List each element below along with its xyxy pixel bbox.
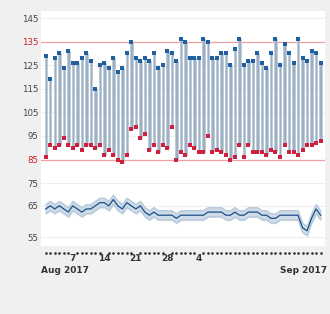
- Bar: [144, 58, 146, 133]
- Text: 14: 14: [98, 254, 111, 263]
- Bar: [234, 49, 236, 157]
- Bar: [76, 63, 79, 145]
- Bar: [301, 58, 304, 150]
- Bar: [229, 65, 232, 160]
- Bar: [292, 63, 295, 153]
- Bar: [202, 39, 205, 153]
- Bar: [162, 65, 164, 145]
- Bar: [81, 58, 83, 150]
- Bar: [261, 63, 263, 153]
- Bar: [256, 53, 259, 153]
- Bar: [265, 68, 268, 155]
- Bar: [171, 53, 173, 127]
- Bar: [103, 63, 106, 155]
- Bar: [297, 39, 299, 155]
- Bar: [72, 63, 74, 148]
- Bar: [198, 58, 200, 153]
- Bar: [85, 53, 87, 145]
- Text: 7: 7: [70, 254, 76, 263]
- Bar: [135, 58, 137, 127]
- Bar: [112, 58, 115, 155]
- Bar: [319, 63, 322, 141]
- Bar: [283, 44, 286, 145]
- Bar: [89, 61, 92, 145]
- Bar: [315, 53, 317, 143]
- Bar: [288, 53, 290, 153]
- Bar: [49, 79, 51, 145]
- Bar: [126, 53, 128, 155]
- Bar: [153, 53, 155, 145]
- Bar: [274, 39, 277, 153]
- Bar: [116, 72, 119, 160]
- Bar: [53, 58, 56, 148]
- Bar: [216, 58, 218, 150]
- Bar: [220, 53, 223, 153]
- Bar: [67, 51, 70, 145]
- Bar: [108, 68, 110, 150]
- Bar: [225, 53, 227, 155]
- Bar: [247, 61, 250, 145]
- Bar: [243, 65, 245, 157]
- Bar: [189, 58, 191, 145]
- Bar: [58, 53, 60, 145]
- Text: Sep 2017: Sep 2017: [280, 266, 327, 275]
- Bar: [184, 42, 187, 155]
- Bar: [175, 61, 178, 160]
- Text: 28: 28: [161, 254, 174, 263]
- Bar: [63, 68, 65, 138]
- Bar: [157, 68, 160, 153]
- Bar: [193, 58, 196, 148]
- Bar: [207, 42, 209, 136]
- Bar: [45, 56, 47, 157]
- Bar: [148, 61, 150, 150]
- Bar: [238, 39, 241, 145]
- Bar: [166, 51, 169, 148]
- Bar: [306, 61, 308, 145]
- Bar: [99, 65, 101, 145]
- Bar: [310, 51, 313, 145]
- Bar: [139, 61, 142, 138]
- Bar: [94, 89, 97, 148]
- Bar: [211, 58, 214, 153]
- Bar: [121, 68, 123, 162]
- Bar: [130, 42, 133, 129]
- Text: 21: 21: [130, 254, 142, 263]
- Bar: [252, 61, 254, 153]
- Text: Aug 2017: Aug 2017: [41, 266, 89, 275]
- Text: 4: 4: [196, 254, 202, 263]
- Bar: [180, 39, 182, 153]
- Bar: [270, 53, 272, 150]
- Bar: [279, 65, 281, 157]
